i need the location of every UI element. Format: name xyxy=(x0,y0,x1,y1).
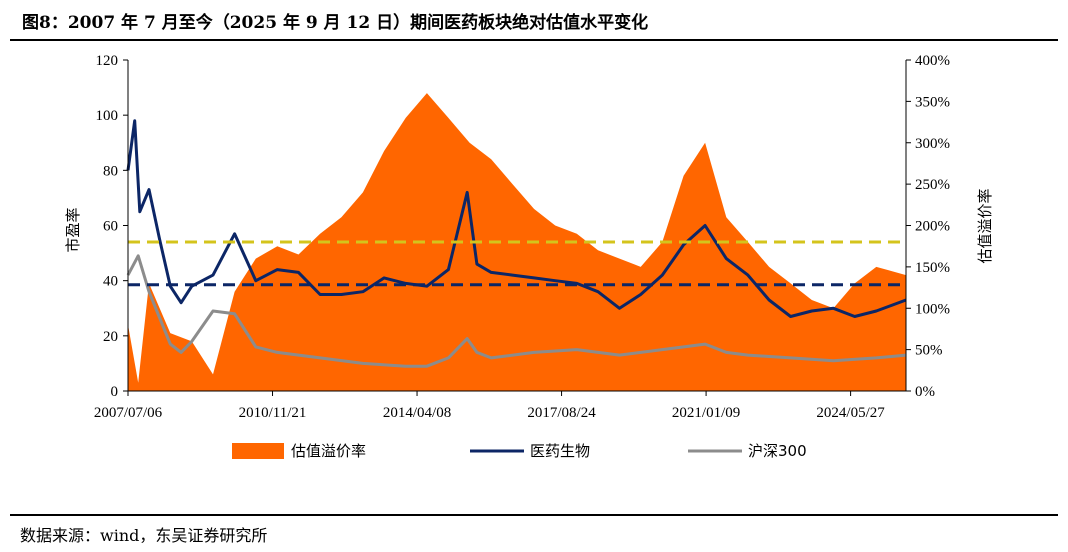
right-tick-label: 0% xyxy=(915,384,935,400)
legend-hs300-label: 沪深300 xyxy=(748,442,807,460)
right-tick-label: 100% xyxy=(915,301,950,317)
pharma-line xyxy=(126,119,907,318)
y-right-title: 估值溢价率 xyxy=(976,188,994,263)
right-tick-label: 50% xyxy=(915,343,943,359)
chart-title: 图8：2007 年 7 月至今（2025 年 9 月 12 日）期间医药板块绝对… xyxy=(22,13,649,33)
legend-pharma-label: 医药生物 xyxy=(530,442,590,460)
right-tick-label: 400% xyxy=(915,53,950,69)
legend-premium-swatch xyxy=(232,443,284,459)
hs300-line xyxy=(126,254,907,368)
x-tick-label: 2021/01/09 xyxy=(672,405,740,421)
x-tick-label: 2014/04/08 xyxy=(383,405,451,421)
left-tick-label: 40 xyxy=(103,274,118,290)
left-tick-label: 60 xyxy=(103,219,118,235)
right-tick-label: 250% xyxy=(915,177,950,193)
y-left-title: 市盈率 xyxy=(64,207,82,252)
x-tick-label: 2017/08/24 xyxy=(527,405,596,421)
left-tick-label: 100 xyxy=(96,108,119,124)
x-tick-label: 2007/07/06 xyxy=(94,405,163,421)
left-tick-label: 80 xyxy=(103,163,118,179)
source-note: 数据来源：wind，东吴证券研究所 xyxy=(20,526,268,545)
left-tick-label: 0 xyxy=(111,384,119,400)
right-tick-label: 150% xyxy=(915,260,950,276)
top-rule xyxy=(10,39,1058,41)
x-tick-label: 2010/11/21 xyxy=(239,405,307,421)
bottom-rule xyxy=(10,514,1058,516)
x-tick-label: 2024/05/27 xyxy=(816,405,885,421)
legend-premium-label: 估值溢价率 xyxy=(291,442,366,460)
right-tick-label: 200% xyxy=(915,219,950,235)
right-tick-label: 350% xyxy=(915,94,950,110)
right-tick-label: 300% xyxy=(915,136,950,152)
left-tick-label: 120 xyxy=(96,53,119,69)
left-tick-label: 20 xyxy=(103,329,118,345)
